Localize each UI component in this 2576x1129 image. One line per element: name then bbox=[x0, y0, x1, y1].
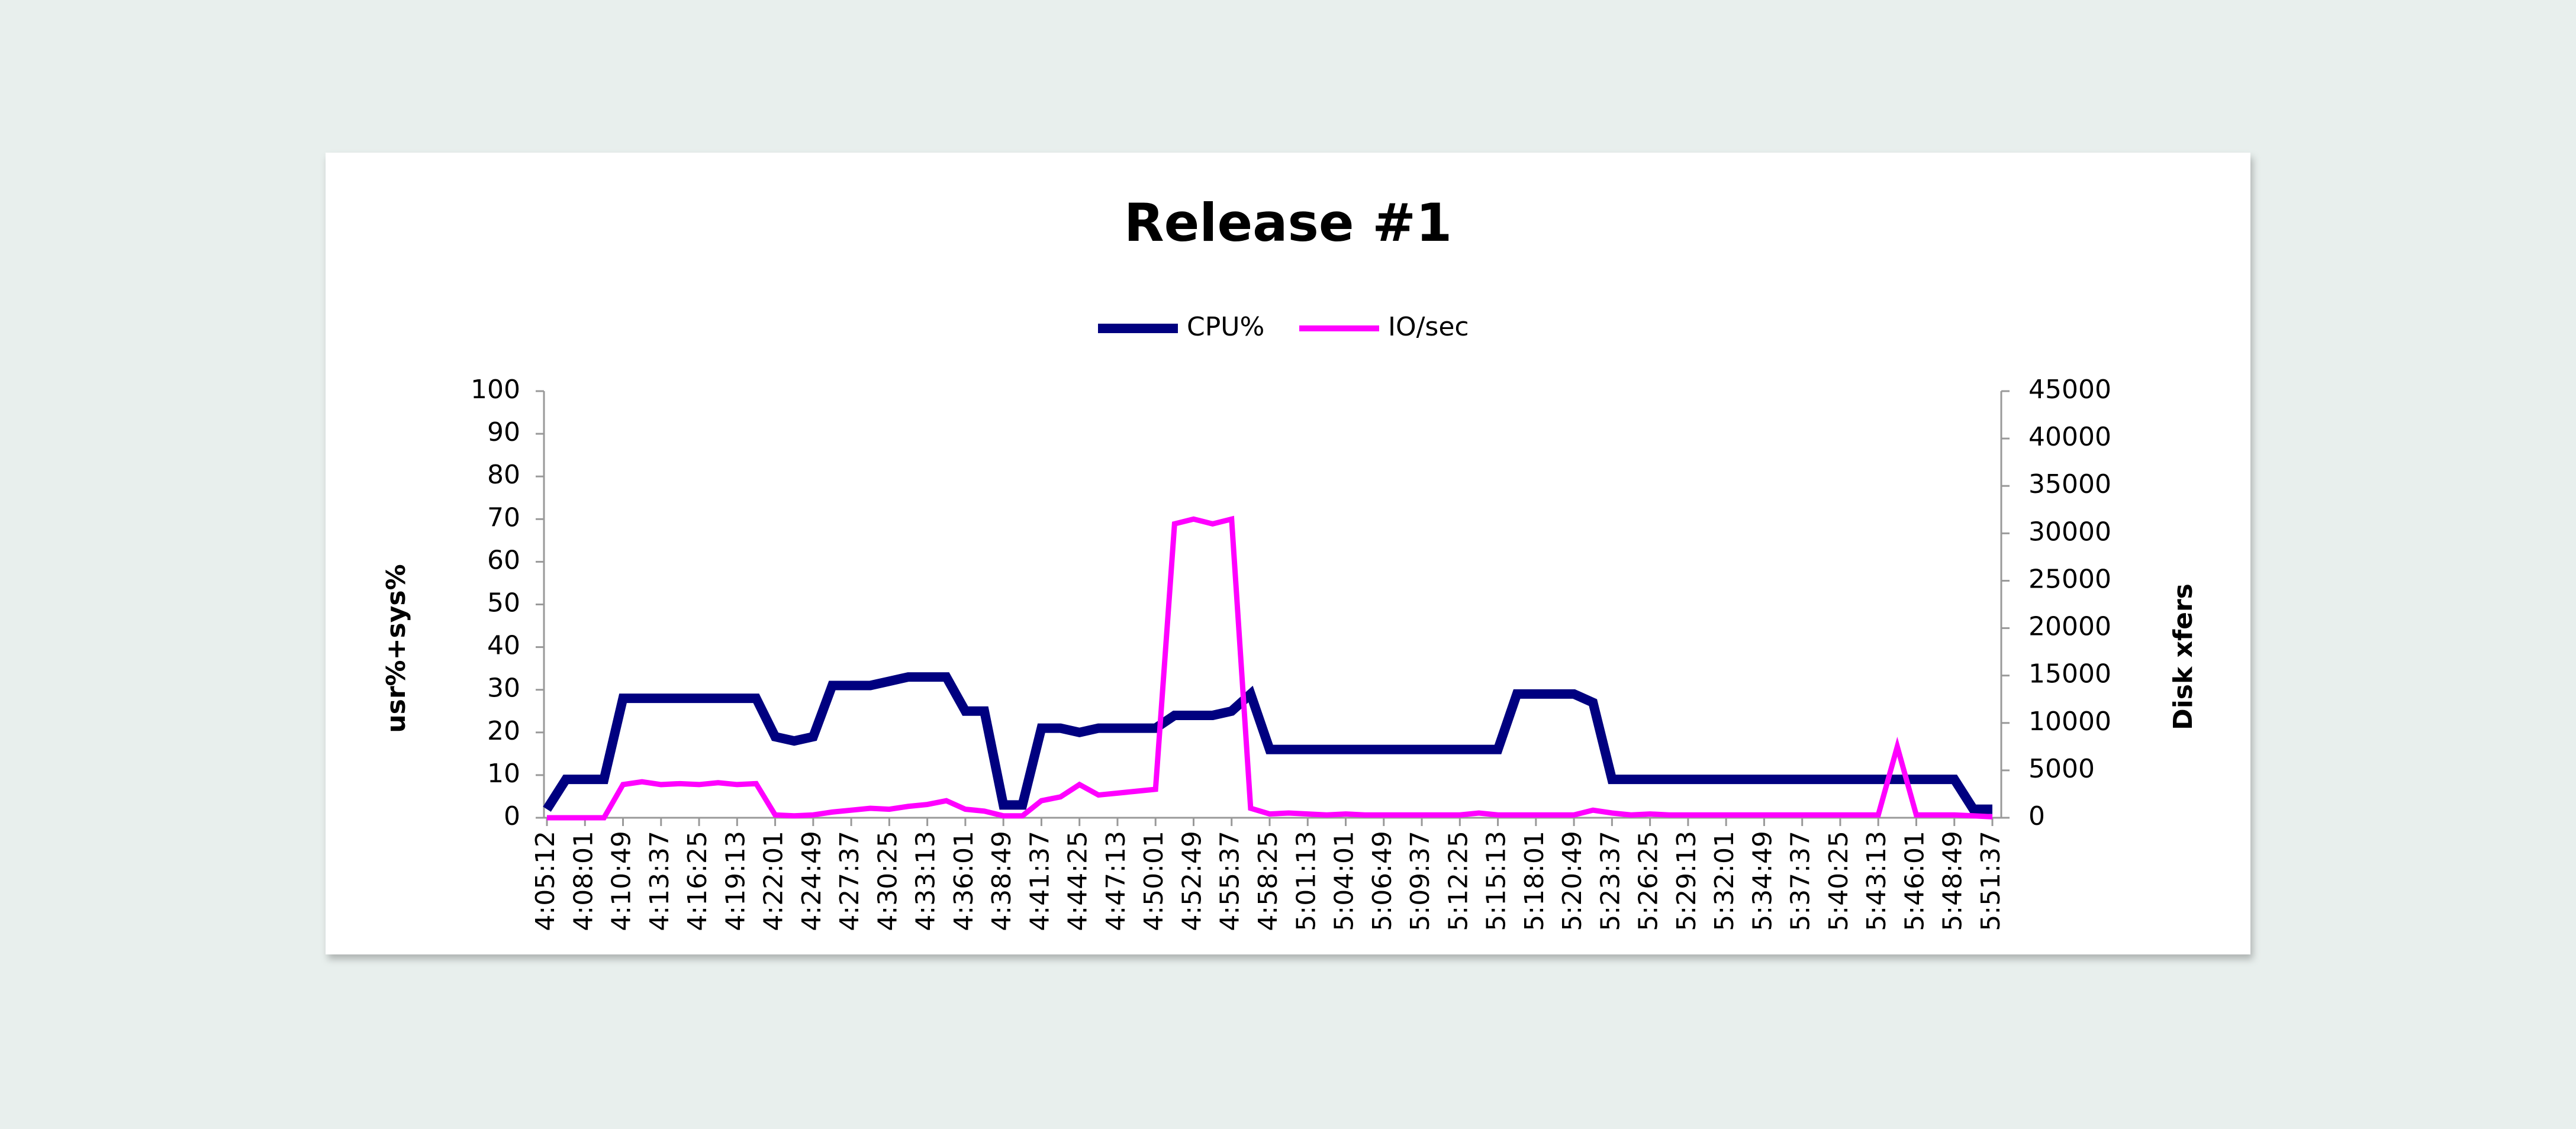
x-tick-label: 4:41:37 bbox=[1025, 831, 1055, 931]
x-tick-label: 4:27:37 bbox=[835, 831, 865, 931]
y2-tick-label: 0 bbox=[2028, 801, 2045, 831]
x-tick-label: 4:55:37 bbox=[1215, 831, 1245, 931]
x-tick-label: 5:37:37 bbox=[1786, 831, 1816, 931]
legend-label: CPU% bbox=[1187, 312, 1264, 342]
series-line bbox=[547, 515, 1993, 821]
x-tick-label: 5:34:49 bbox=[1747, 831, 1778, 931]
x-tick-label: 4:22:01 bbox=[759, 831, 789, 931]
x-tick-label: 5:32:01 bbox=[1709, 831, 1740, 931]
x-tick-label: 4:24:49 bbox=[797, 831, 827, 931]
y-tick-label: 50 bbox=[487, 588, 520, 618]
y2-tick-label: 15000 bbox=[2028, 659, 2111, 689]
y-tick-label: 0 bbox=[504, 801, 520, 831]
y2-tick-label: 5000 bbox=[2028, 754, 2095, 784]
x-tick-label: 4:38:49 bbox=[987, 831, 1017, 931]
x-tick-label: 4:16:25 bbox=[682, 831, 713, 931]
x-tick-label: 4:58:25 bbox=[1253, 831, 1283, 931]
y-tick-label: 100 bbox=[471, 375, 520, 405]
y-tick-label: 20 bbox=[487, 716, 520, 746]
x-tick-label: 5:48:49 bbox=[1938, 831, 1968, 931]
x-tick-label: 5:29:13 bbox=[1672, 831, 1702, 931]
y2-axis-title: Disk xfers bbox=[2168, 583, 2198, 730]
y-tick-label: 60 bbox=[487, 545, 520, 575]
y-tick-label: 70 bbox=[487, 502, 520, 533]
y-tick-label: 90 bbox=[487, 417, 520, 447]
x-tick-label: 5:51:37 bbox=[1976, 831, 2006, 931]
series-line bbox=[543, 672, 1992, 814]
y-tick-label: 80 bbox=[487, 460, 520, 490]
x-tick-label: 5:46:01 bbox=[1899, 831, 1930, 931]
x-tick-label: 4:47:13 bbox=[1101, 831, 1131, 931]
x-tick-label: 5:18:01 bbox=[1519, 831, 1550, 931]
x-tick-label: 5:23:37 bbox=[1595, 831, 1625, 931]
y-tick-label: 30 bbox=[487, 673, 520, 704]
x-tick-label: 4:50:01 bbox=[1139, 831, 1169, 931]
y-tick-label: 10 bbox=[487, 759, 520, 789]
x-tick-label: 5:12:25 bbox=[1443, 831, 1473, 931]
x-tick-label: 4:52:49 bbox=[1177, 831, 1207, 931]
x-tick-label: 4:30:25 bbox=[872, 831, 903, 931]
legend-label: IO/sec bbox=[1388, 312, 1469, 342]
x-tick-label: 4:05:12 bbox=[530, 831, 561, 931]
x-tick-label: 4:10:49 bbox=[607, 831, 637, 931]
x-tick-label: 4:33:13 bbox=[911, 831, 941, 931]
x-tick-label: 5:26:25 bbox=[1634, 831, 1664, 931]
x-tick-label: 5:43:13 bbox=[1862, 831, 1892, 931]
x-tick-label: 5:20:49 bbox=[1557, 831, 1588, 931]
x-tick-label: 5:01:13 bbox=[1291, 831, 1321, 931]
y2-tick-label: 45000 bbox=[2028, 375, 2111, 405]
chart-title: Release #1 bbox=[1124, 192, 1452, 253]
y2-tick-label: 40000 bbox=[2028, 422, 2111, 452]
x-tick-label: 5:06:49 bbox=[1367, 831, 1398, 931]
y2-tick-label: 20000 bbox=[2028, 612, 2111, 642]
y2-tick-label: 25000 bbox=[2028, 564, 2111, 594]
x-tick-label: 5:15:13 bbox=[1482, 831, 1512, 931]
y2-tick-label: 10000 bbox=[2028, 707, 2111, 737]
x-tick-label: 5:40:25 bbox=[1824, 831, 1854, 931]
y-tick-label: 40 bbox=[487, 631, 520, 661]
x-tick-label: 5:09:37 bbox=[1405, 831, 1435, 931]
x-tick-label: 4:44:25 bbox=[1063, 831, 1093, 931]
y-axis-title: usr%+sys% bbox=[381, 564, 411, 733]
x-tick-label: 5:04:01 bbox=[1329, 831, 1360, 931]
y2-tick-label: 35000 bbox=[2028, 469, 2111, 499]
x-tick-label: 4:19:13 bbox=[720, 831, 751, 931]
chart-card bbox=[326, 153, 2250, 954]
x-tick-label: 4:13:37 bbox=[645, 831, 675, 931]
x-tick-label: 4:08:01 bbox=[568, 831, 598, 931]
x-tick-label: 4:36:01 bbox=[949, 831, 979, 931]
y2-tick-label: 30000 bbox=[2028, 517, 2111, 547]
